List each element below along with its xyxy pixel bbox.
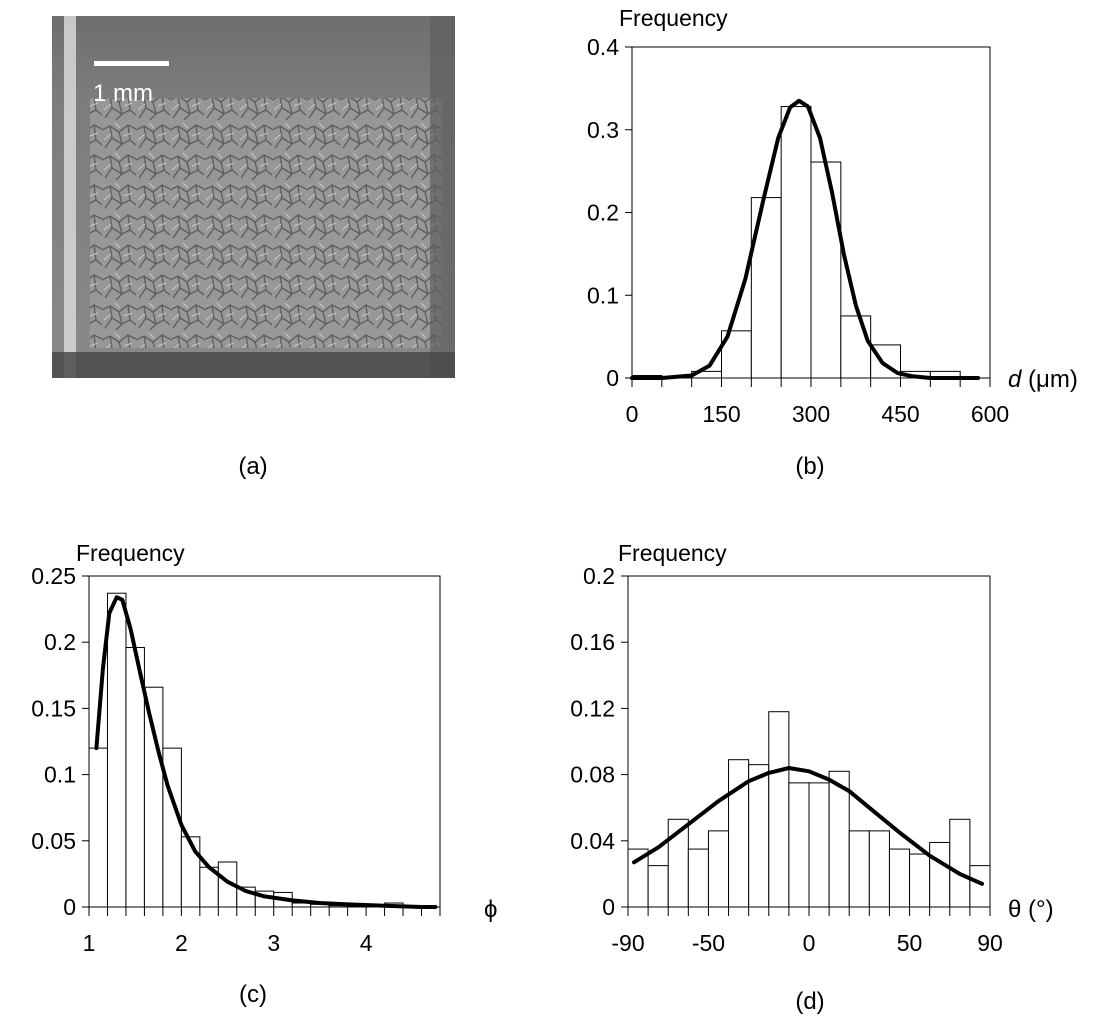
histogram-bar <box>748 764 770 908</box>
micrograph-crack-texture <box>90 98 442 348</box>
micrograph-left-edge-highlight <box>64 16 76 378</box>
y-tick-label: 0.2 <box>583 563 615 589</box>
panel-label: (b) <box>795 453 824 480</box>
histogram-bar <box>949 818 971 908</box>
histogram-bar <box>768 711 790 908</box>
y-tick-label: 0.4 <box>587 34 619 60</box>
fit-curve <box>630 98 981 380</box>
micrograph-panel: 1 mm <box>52 16 455 378</box>
x-axis-unit: (μm) <box>1021 366 1077 393</box>
fit-curve <box>632 766 984 886</box>
micrograph-right-edge <box>430 16 455 378</box>
x-tick-label: 1 <box>83 930 96 956</box>
y-tick-label: 0.1 <box>44 762 76 788</box>
y-tick-label: 0 <box>602 894 615 920</box>
x-axis-variable: ϕ <box>484 896 497 923</box>
x-tick-label: 300 <box>792 401 830 427</box>
histogram-bar <box>88 747 108 908</box>
x-tick-label: 4 <box>360 930 373 956</box>
y-tick-label: 0 <box>606 365 619 391</box>
y-tick-label: 0.15 <box>31 695 76 721</box>
histogram-bar <box>780 106 812 379</box>
x-axis-unit: (°) <box>1021 896 1053 923</box>
x-tick-label: 2 <box>175 930 188 956</box>
x-tick-label: 3 <box>267 930 280 956</box>
x-tick-label: -90 <box>611 930 644 956</box>
histogram-bar <box>888 848 911 908</box>
y-tick-label: 0.25 <box>31 563 76 589</box>
y-axis-title: Frequency <box>618 540 727 566</box>
x-axis-variable: θ <box>1008 896 1021 923</box>
scale-bar-label: 1 mm <box>93 80 153 107</box>
x-tick-label: 0 <box>803 930 816 956</box>
scale-bar <box>94 61 169 66</box>
y-tick-label: 0.3 <box>587 117 619 143</box>
histogram-bar <box>848 830 870 908</box>
y-axis-title: Frequency <box>619 5 728 31</box>
panel-a-label: (a) <box>238 453 267 480</box>
x-tick-label: 90 <box>977 930 1003 956</box>
x-tick-label: 450 <box>881 401 919 427</box>
chart-b: 0 0.1 0.2 0.3 0.4 0 150 300 450 600 Frequency d (μm… <box>587 5 1078 480</box>
x-tick-label: 50 <box>897 930 923 956</box>
y-tick-label: 0.08 <box>570 762 615 788</box>
histogram-bar <box>969 865 991 908</box>
histogram-bar <box>808 782 830 908</box>
histogram-bar <box>868 830 890 908</box>
x-axis-variable: d <box>1008 366 1022 393</box>
fit-curve <box>94 595 438 909</box>
histogram-bar <box>909 853 931 908</box>
y-tick-label: 0.12 <box>570 695 615 721</box>
y-tick-label: 0.2 <box>587 200 619 226</box>
histogram-bar <box>647 865 669 908</box>
y-tick-label: 0.2 <box>44 629 76 655</box>
histogram-bar <box>840 315 872 379</box>
histogram-bar <box>810 161 842 379</box>
histogram-bar <box>143 686 164 908</box>
panel-label: (d) <box>795 988 824 1015</box>
y-tick-label: 0.1 <box>587 282 619 308</box>
x-axis-title: ϕ <box>484 896 497 923</box>
histogram-bar <box>929 841 951 908</box>
histogram-bar <box>180 836 201 908</box>
y-tick-label: 0.16 <box>570 629 615 655</box>
histogram-bar <box>687 848 709 908</box>
y-tick-label: 0.04 <box>570 828 615 854</box>
y-tick-label: 0.05 <box>31 828 76 854</box>
micrograph-bottom-edge <box>52 352 455 378</box>
panel-label: (c) <box>239 981 267 1008</box>
histogram-bar <box>707 830 730 908</box>
histogram-bar <box>788 782 810 908</box>
x-axis-title: d (μm) <box>1008 366 1078 393</box>
y-axis-title: Frequency <box>76 540 185 566</box>
x-axis-title: θ (°) <box>1008 896 1054 923</box>
x-tick-label: 150 <box>702 401 740 427</box>
y-tick-label: 0 <box>63 894 76 920</box>
chart-c: 0 0.05 0.1 0.15 0.2 0.25 1 2 3 4 Frequency ϕ (c) <box>31 540 497 1008</box>
chart-d: 0 0.04 0.08 0.12 0.16 0.2 -90 -50 0 50 90 Frequency… <box>570 540 1053 1015</box>
x-tick-label: -50 <box>692 930 725 956</box>
x-tick-label: 600 <box>971 401 1009 427</box>
x-tick-label: 0 <box>626 401 639 427</box>
histogram-bar <box>106 592 127 908</box>
